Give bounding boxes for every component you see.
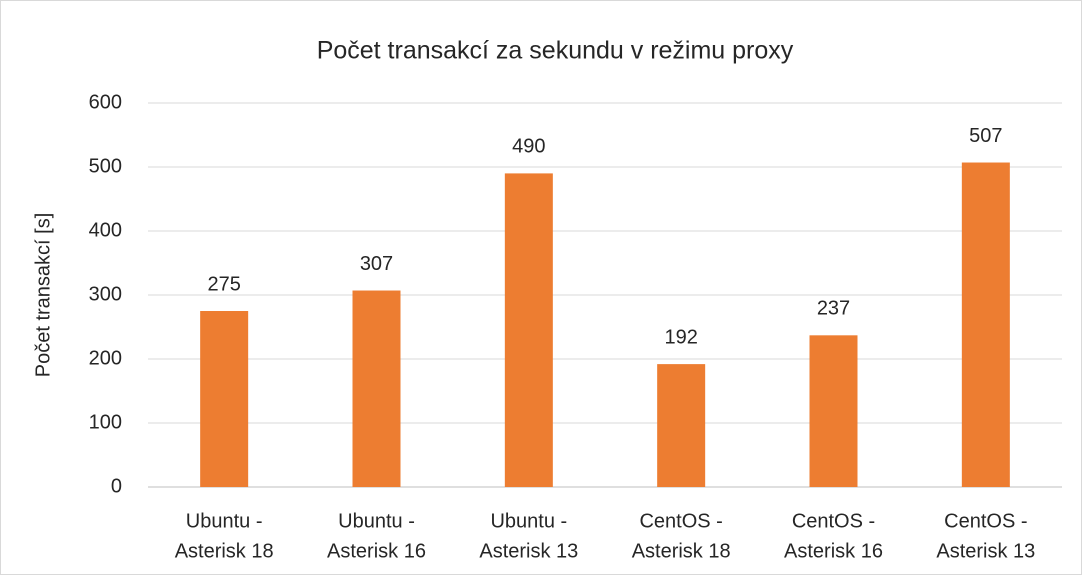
data-label: 237 [817, 298, 850, 320]
x-tick-label: Asterisk 18 [632, 540, 731, 562]
y-tick-label: 600 [89, 91, 122, 113]
x-tick-label: Asterisk 13 [936, 540, 1035, 562]
x-tick-label: Ubuntu - [186, 510, 263, 532]
x-tick-label: Asterisk 18 [175, 540, 274, 562]
x-tick-label: Asterisk 16 [784, 540, 883, 562]
y-tick-label: 100 [89, 411, 122, 433]
x-tick-label: Ubuntu - [490, 510, 567, 532]
data-label: 490 [512, 136, 545, 158]
x-tick-label: Asterisk 13 [479, 540, 578, 562]
x-tick-label: CentOS - [639, 510, 722, 532]
bar [657, 364, 706, 487]
y-tick-label: 300 [89, 283, 122, 305]
y-tick-label: 400 [89, 219, 122, 241]
bar [504, 173, 553, 487]
data-label: 507 [969, 125, 1002, 147]
bar [809, 335, 858, 487]
x-tick-label: Asterisk 16 [327, 540, 426, 562]
chart-title: Počet transakcí za sekundu v režimu prox… [317, 37, 794, 65]
bar [352, 290, 401, 487]
y-axis-label: Počet transakcí [s] [32, 213, 54, 378]
bar [200, 311, 249, 487]
x-tick-label: Ubuntu - [338, 510, 415, 532]
y-tick-label: 500 [89, 155, 122, 177]
data-label: 192 [664, 326, 697, 348]
x-tick-label: CentOS - [944, 510, 1027, 532]
data-label: 275 [207, 273, 240, 295]
x-tick-label: CentOS - [792, 510, 875, 532]
y-tick-label: 0 [111, 475, 122, 497]
y-tick-label: 200 [89, 347, 122, 369]
bar [961, 162, 1010, 487]
data-label: 307 [360, 253, 393, 275]
